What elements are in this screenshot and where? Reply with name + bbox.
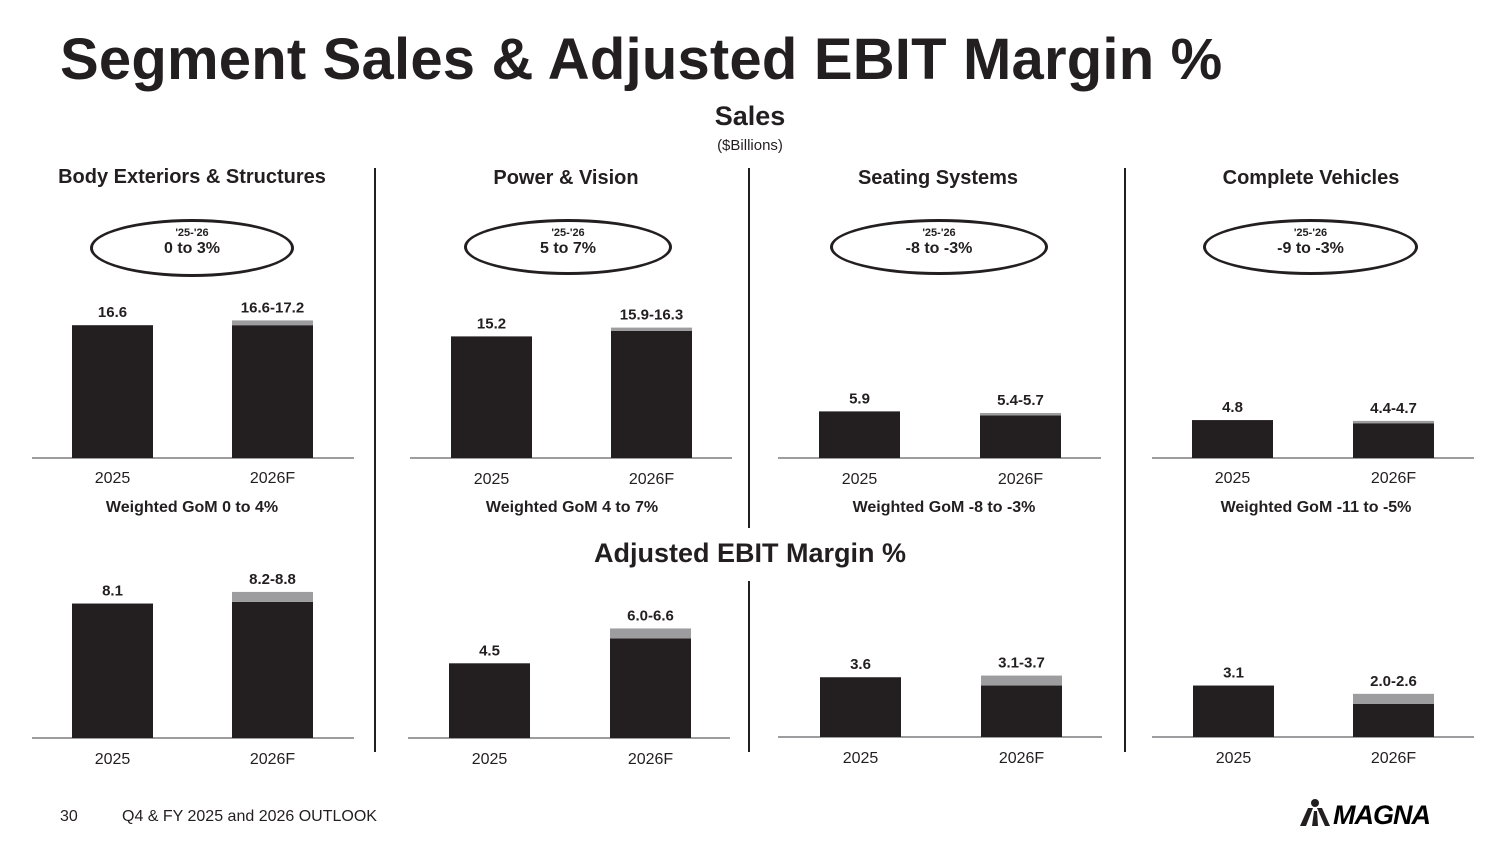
- data-label: 4.8: [1222, 399, 1243, 416]
- x-tick-label: 2025: [842, 471, 878, 488]
- ebit-heading: Adjusted EBIT Margin %: [593, 538, 907, 568]
- x-tick-label: 2025: [843, 750, 879, 767]
- logo-wordmark: MAGNA: [1333, 800, 1430, 828]
- range-bar-2026F: [232, 591, 313, 602]
- x-tick-label: 2025: [474, 471, 510, 488]
- x-tick-label: 2026F: [1371, 470, 1417, 487]
- range-bar-2026F: [610, 628, 691, 639]
- bar-2025: [1193, 685, 1274, 737]
- bar-2025: [449, 663, 530, 738]
- growth-oval-seating: '25-'26 -8 to -3%: [830, 219, 1048, 275]
- range-bar-2026F: [981, 675, 1062, 686]
- x-tick-label: 2025: [1216, 750, 1252, 767]
- data-label: 3.1-3.7: [998, 655, 1045, 672]
- oval-year-label: '25-'26: [922, 227, 956, 239]
- bar-2026F: [610, 638, 691, 738]
- panel-title-complete-vehicles: Complete Vehicles: [1222, 167, 1400, 189]
- data-label: 6.0-6.6: [627, 607, 674, 624]
- page-title: Segment Sales & Adjusted EBIT Margin %: [60, 27, 1223, 92]
- data-label: 5.4-5.7: [997, 392, 1044, 409]
- x-tick-label: 2026F: [1371, 750, 1417, 767]
- panel-title-seating: Seating Systems: [857, 167, 1019, 189]
- sales-subheading: ($Billions): [717, 137, 783, 154]
- x-tick-label: 2025: [95, 751, 131, 768]
- oval-year-label: '25-'26: [1293, 227, 1328, 239]
- gom-label-seating: Weighted GoM -8 to -3%: [852, 499, 1036, 516]
- x-tick-label: 2025: [472, 751, 508, 768]
- x-tick-label: 2026F: [250, 470, 296, 487]
- gom-label-power-vision: Weighted GoM 4 to 7%: [485, 499, 659, 516]
- x-tick-label: 2025: [1215, 470, 1251, 487]
- growth-oval-complete-vehicles: '25-'26 -9 to -3%: [1203, 219, 1418, 275]
- magna-logo-icon: [1300, 799, 1330, 826]
- growth-oval-power-vision: '25-'26 5 to 7%: [464, 219, 672, 275]
- data-label: 8.1: [102, 583, 123, 600]
- range-bar-2026F: [232, 320, 313, 326]
- panel-title-power-vision: Power & Vision: [493, 167, 639, 189]
- panel-divider: [1124, 168, 1126, 752]
- sales-heading: Sales: [714, 101, 786, 131]
- data-label: 2.0-2.6: [1370, 673, 1417, 690]
- x-tick-label: 2026F: [999, 750, 1045, 767]
- data-label: 15.2: [477, 315, 506, 332]
- x-tick-label: 2026F: [628, 751, 674, 768]
- oval-range-label: -9 to -3%: [1277, 240, 1344, 257]
- bar-2025: [72, 325, 153, 458]
- gom-label-body-exteriors: Weighted GoM 0 to 4%: [105, 499, 279, 516]
- data-label: 3.1: [1223, 665, 1244, 682]
- bar-2025: [819, 411, 900, 458]
- bar-2025: [451, 336, 532, 458]
- bar-2025: [1192, 420, 1273, 458]
- bar-2026F: [611, 330, 692, 458]
- bar-2026F: [1353, 703, 1434, 737]
- data-label: 4.4-4.7: [1370, 400, 1417, 417]
- data-label: 5.9: [849, 390, 870, 407]
- oval-range-label: -8 to -3%: [905, 240, 973, 257]
- data-label: 16.6: [98, 304, 127, 321]
- data-label: 15.9-16.3: [620, 307, 683, 324]
- x-tick-label: 2026F: [629, 471, 675, 488]
- panel-divider: [748, 581, 750, 752]
- panel-divider: [374, 168, 376, 752]
- growth-oval-body-exteriors: '25-'26 0 to 3%: [90, 219, 294, 277]
- x-tick-label: 2026F: [250, 751, 296, 768]
- bar-2026F: [232, 325, 313, 458]
- oval-year-label: '25-'26: [175, 227, 209, 239]
- bar-2025: [72, 603, 153, 738]
- bar-2026F: [232, 601, 313, 738]
- panel-title-body-exteriors: Body Exteriors & Structures: [58, 166, 326, 188]
- x-tick-label: 2025: [95, 470, 131, 487]
- oval-range-label: 0 to 3%: [163, 240, 220, 257]
- oval-range-label: 5 to 7%: [539, 240, 596, 257]
- range-bar-2026F: [1353, 420, 1434, 424]
- range-bar-2026F: [980, 412, 1061, 416]
- range-bar-2026F: [611, 327, 692, 331]
- gom-label-complete-vehicles: Weighted GoM -11 to -5%: [1220, 499, 1412, 516]
- footer-text: Q4 & FY 2025 and 2026 OUTLOOK: [122, 808, 377, 825]
- bar-2026F: [980, 415, 1061, 458]
- data-label: 16.6-17.2: [241, 299, 304, 316]
- oval-year-label: '25-'26: [551, 227, 585, 239]
- bar-2025: [820, 677, 901, 737]
- magna-logo: MAGNA: [1298, 798, 1448, 828]
- data-label: 4.5: [479, 642, 500, 659]
- x-tick-label: 2026F: [998, 471, 1044, 488]
- bar-2026F: [1353, 423, 1434, 458]
- data-label: 8.2-8.8: [249, 571, 296, 588]
- data-label: 3.6: [850, 656, 871, 673]
- bar-2026F: [981, 685, 1062, 737]
- range-bar-2026F: [1353, 693, 1434, 704]
- page-number: 30: [60, 808, 78, 825]
- panel-divider: [748, 168, 750, 528]
